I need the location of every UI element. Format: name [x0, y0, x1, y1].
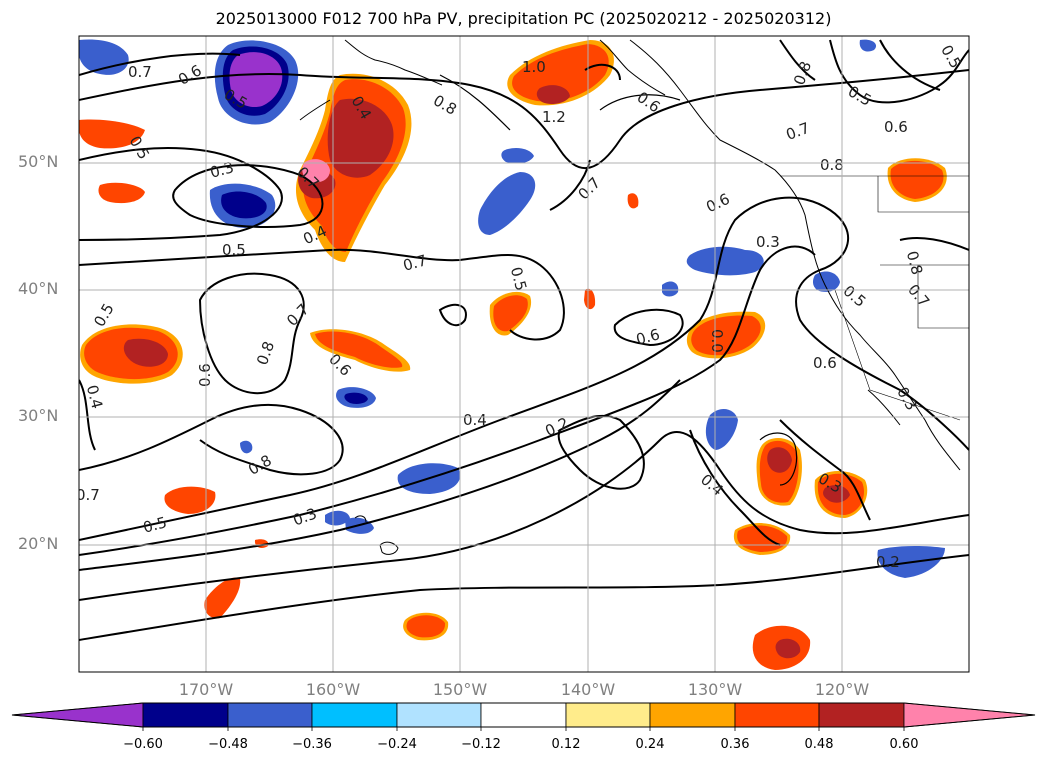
- contour-label: 0.8: [903, 249, 927, 277]
- lat-label-50n: 50°N: [18, 152, 59, 171]
- colorbar-tick-label: 0.12: [551, 737, 581, 752]
- colorbar-tick-label: −0.12: [461, 737, 501, 752]
- contour-label: 0.8: [245, 451, 275, 479]
- contour-label: 0.7: [401, 251, 429, 275]
- pv-contours: [79, 39, 969, 641]
- colorbar-tick-label: −0.36: [292, 737, 332, 752]
- colorbar-tick-label: 0.48: [804, 737, 834, 752]
- contour-label: 0.7: [283, 300, 313, 330]
- contour-label: 0.5: [90, 300, 118, 330]
- contour-label: 0.4: [463, 411, 487, 429]
- contour-label: 1.2: [542, 108, 566, 126]
- lon-label-120w: 120°W: [814, 680, 870, 699]
- colorbar-tick-label: 0.60: [889, 737, 919, 752]
- page-title: 2025013000 F012 700 hPa PV, precipitatio…: [215, 9, 832, 28]
- colorbar-extend-low: [11, 702, 144, 728]
- colorbar-tick-label: −0.60: [123, 737, 163, 752]
- contour-label: 0.8: [430, 91, 460, 119]
- colorbar-tick-label: 0.36: [720, 737, 750, 752]
- colorbar-tick-label: 0.24: [635, 737, 665, 752]
- contour-label: 0.2: [876, 553, 900, 571]
- contour-label: 0.6: [813, 354, 837, 372]
- contour-label: 0.7: [904, 281, 933, 311]
- contour-label: 0.7: [784, 119, 813, 144]
- lat-label-20n: 20°N: [18, 534, 59, 553]
- colorbar: [11, 702, 1036, 731]
- pv-contours-thin: [439, 74, 798, 486]
- contour-label: 0.3: [756, 233, 780, 251]
- lon-label-170w: 170°W: [178, 680, 234, 699]
- contour-label: 0.0: [708, 329, 726, 353]
- contour-label: 0.8: [253, 339, 278, 368]
- lat-label-30n: 30°N: [18, 406, 59, 425]
- contour-label: 0.7: [574, 174, 604, 204]
- contour-label: 0.7: [76, 486, 100, 504]
- borders: [780, 175, 969, 421]
- map-frame: [78, 35, 970, 673]
- contour-label: 0.8: [790, 59, 815, 88]
- contour-label: 0.2: [542, 414, 571, 440]
- contour-label: 1.0: [522, 58, 546, 76]
- contour-label: 0.6: [703, 190, 732, 216]
- contour-label: 0.8: [820, 156, 844, 174]
- lon-label-130w: 130°W: [687, 680, 743, 699]
- contour-label: 0.6: [196, 363, 214, 387]
- contour-label: 0.5: [840, 282, 870, 311]
- contour-label: 0.6: [884, 118, 908, 136]
- contour-label: 0.6: [634, 325, 662, 349]
- colorbar-tick-label: −0.48: [208, 737, 248, 752]
- contour-label: 0.7: [128, 63, 152, 81]
- colorbar-tick-label: −0.24: [377, 737, 417, 752]
- contour-label: 0.5: [937, 42, 965, 72]
- contour-label: 0.3: [291, 504, 320, 529]
- lon-label-160w: 160°W: [305, 680, 361, 699]
- contour-label: 0.5: [141, 513, 169, 537]
- contour-label: 0.4: [83, 383, 107, 411]
- lat-label-40n: 40°N: [18, 279, 59, 298]
- lon-label-150w: 150°W: [432, 680, 488, 699]
- contour-label: 0.5: [507, 265, 531, 293]
- contour-label: 0.3: [208, 158, 236, 182]
- gridlines: [79, 36, 969, 672]
- contour-label: 0.6: [175, 61, 205, 89]
- colorbar-extend-high: [903, 702, 1036, 728]
- contour-label: 0.5: [222, 241, 246, 259]
- lon-label-140w: 140°W: [560, 680, 616, 699]
